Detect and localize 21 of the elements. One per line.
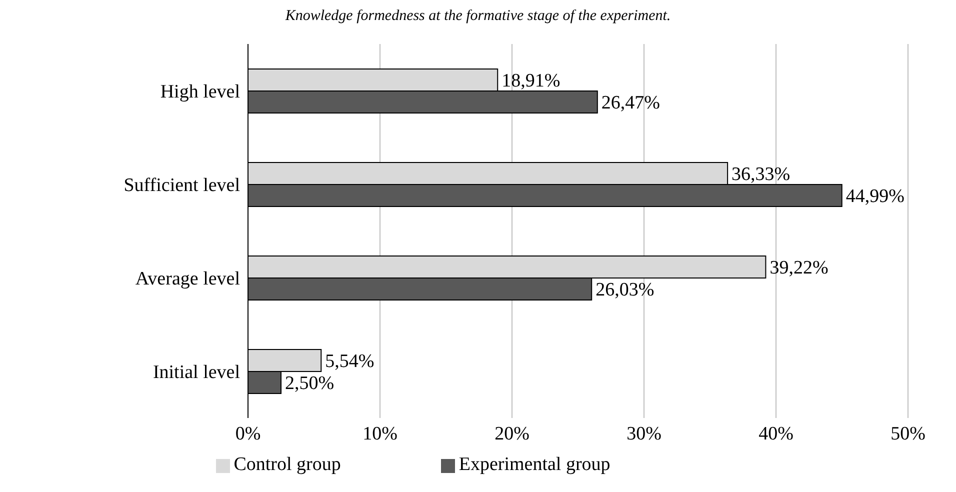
data-label: 39,22% (770, 258, 828, 279)
y-tick-label: Average level (135, 268, 240, 290)
data-label: 36,33% (732, 164, 790, 186)
data-label: 26,03% (596, 280, 654, 301)
data-label: 2,50% (285, 373, 334, 394)
legend-label: Control group (234, 454, 341, 475)
chart-title: Knowledge formedness at the formative stage of the experiment. (284, 8, 672, 26)
y-tick-label: Sufficient level (124, 174, 240, 196)
x-tick-label: 20% (494, 423, 530, 444)
x-tick-label: 40% (758, 423, 794, 444)
x-tick-label: 30% (626, 423, 662, 444)
x-tick-label: 50% (890, 423, 926, 444)
y-tick-label: Initial level (152, 362, 240, 383)
y-tick-label: High level (160, 81, 240, 102)
data-label: 18,91% (502, 70, 560, 92)
legend-label: Experimental group (458, 454, 610, 475)
data-label: 5,54% (325, 351, 374, 372)
x-tick-label: 0% (235, 423, 261, 444)
data-label: 44,99% (846, 186, 905, 208)
x-tick-label: 10% (362, 423, 398, 444)
data-label: 26,47% (601, 92, 660, 114)
